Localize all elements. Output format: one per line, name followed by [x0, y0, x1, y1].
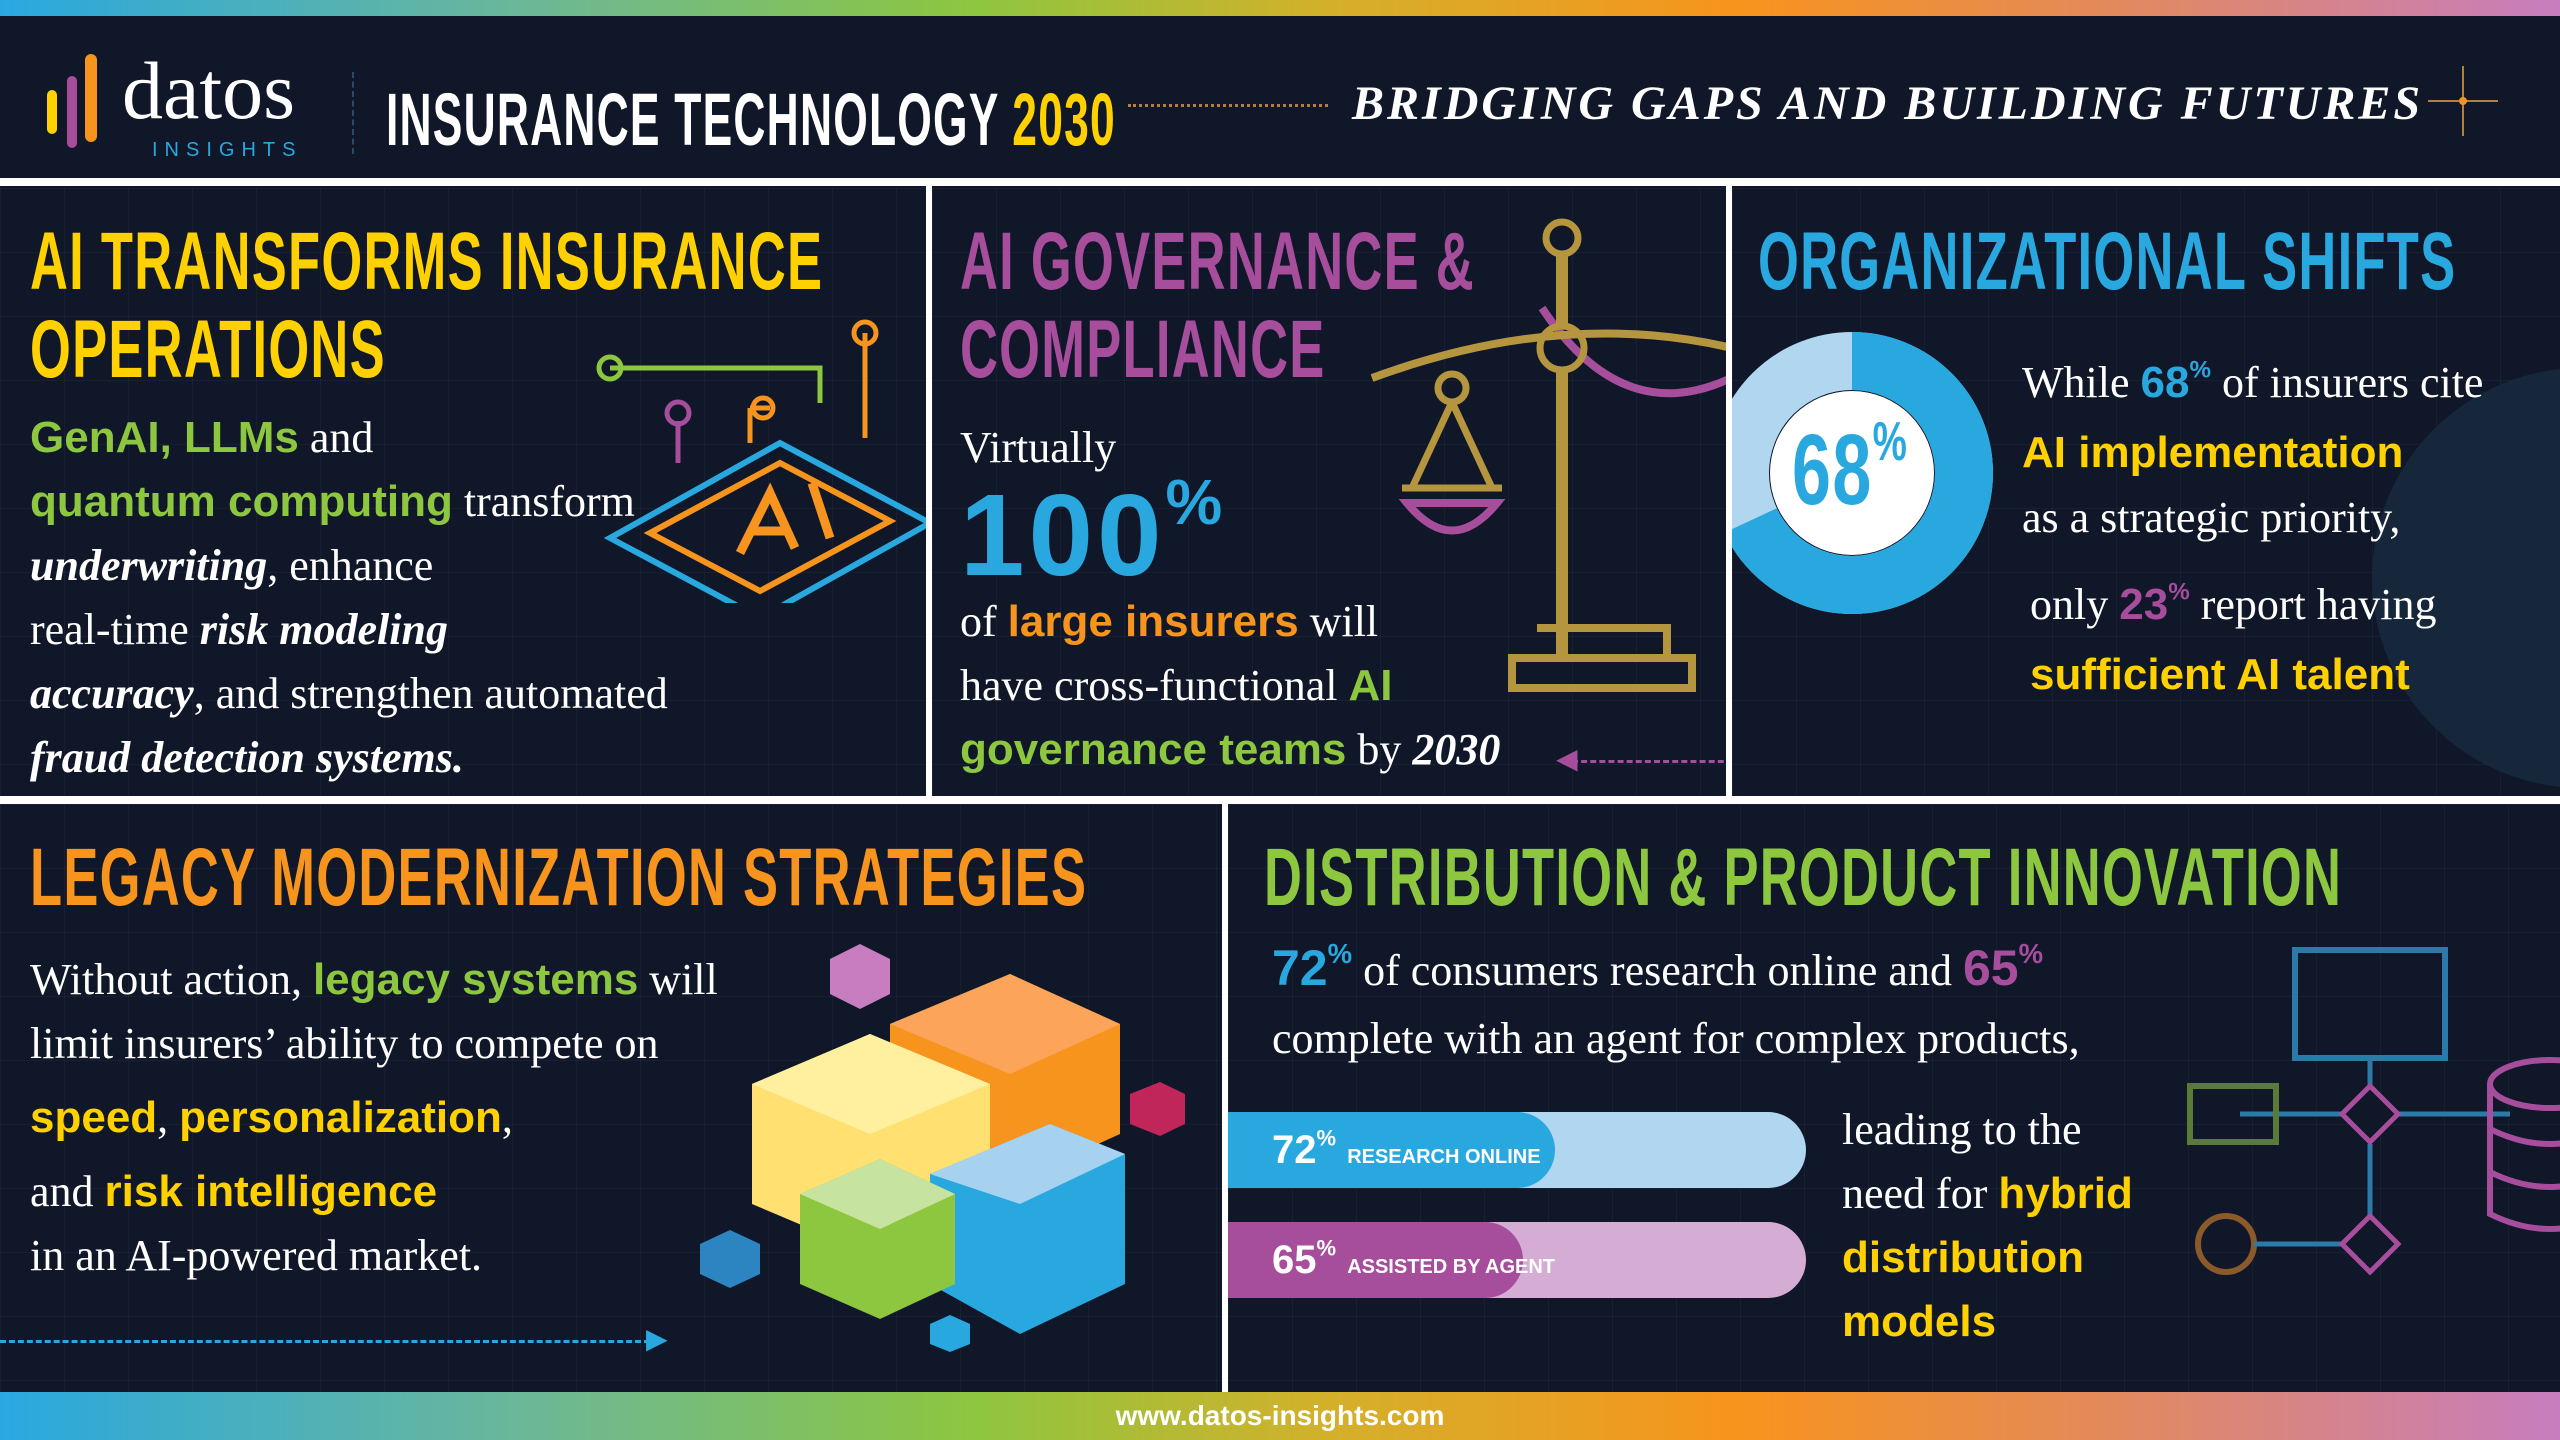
donut-value-arc — [1732, 332, 1993, 614]
panel-title: AI TRANSFORMS INSURANCE OPERATIONS — [30, 216, 824, 395]
datos-logo-icon — [47, 54, 97, 148]
progress-bar-label: 72% RESEARCH ONLINE — [1272, 1125, 1541, 1172]
flowchart-icon — [2187, 947, 2560, 1276]
donut-chart — [1732, 332, 1993, 614]
header-divider — [352, 72, 354, 154]
divider — [926, 186, 932, 798]
panel-body: Virtually 100% of large insurers will ha… — [960, 423, 1501, 774]
panel-title: ORGANIZATIONAL SHIFTS — [1758, 216, 2457, 307]
arrow-head-icon: ▶ — [646, 1324, 668, 1355]
panel-distribution-innovation: DISTRIBUTION & PRODUCT INNOVATION 72% of… — [1228, 804, 2560, 1392]
panel-body: Without action, legacy systems will limi… — [30, 955, 718, 1280]
logo-subtitle: INSIGHTS — [152, 139, 303, 161]
logo-wordmark: datos — [122, 45, 296, 136]
panel-conclusion: leading to the need for hybrid distribut… — [1842, 1105, 2133, 1346]
panel-title: AI GOVERNANCE & COMPLIANCE — [960, 216, 1475, 395]
panel-legacy-modernization: LEGACY MODERNIZATION STRATEGIES Without … — [0, 804, 1222, 1392]
progress-bar-track: 72% RESEARCH ONLINE — [1228, 1112, 1806, 1188]
panel-title: LEGACY MODERNIZATION STRATEGIES — [30, 832, 1088, 923]
header-title: INSURANCE TECHNOLOGY 2030 — [386, 78, 1116, 161]
header-dotted-line — [1128, 104, 1328, 107]
divider — [0, 178, 2560, 186]
panel-intro: 72% of consumers research online and 65%… — [1272, 938, 2080, 1063]
progress-bar-track: 65% ASSISTED BY AGENT — [1228, 1222, 1806, 1298]
crosshair-icon — [2428, 66, 2498, 136]
top-gradient-bar — [0, 0, 2560, 16]
divider — [1222, 800, 1228, 1392]
footer-url[interactable]: www.datos-insights.com — [1115, 1400, 1445, 1431]
divider — [0, 796, 2560, 804]
ai-chip-icon — [596, 319, 926, 603]
panel-ai-governance: AI GOVERNANCE & COMPLIANCE Virtually 100%… — [932, 188, 1726, 796]
divider — [1726, 186, 1732, 798]
progress-bar-fill — [1228, 1222, 1524, 1298]
panel-ai-transforms: AI TRANSFORMS INSURANCE OPERATIONS GenAI,… — [0, 188, 926, 796]
dashed-arrow — [0, 1340, 650, 1343]
panel-body: GenAI, LLMs and quantum computing transf… — [30, 413, 668, 782]
panel-organizational-shifts: ORGANIZATIONAL SHIFTS 68% While 68% of i… — [1732, 188, 2560, 796]
arrow-head-icon: ◀ — [1556, 744, 1578, 775]
cubes-illustration — [700, 944, 1185, 1352]
progress-bar-fill — [1228, 1112, 1555, 1188]
dashed-arrow — [1572, 760, 1726, 763]
header-tagline: BRIDGING GAPS AND BUILDING FUTURES — [1352, 77, 2424, 130]
header: datos INSIGHTS INSURANCE TECHNOLOGY 2030… — [0, 16, 2560, 178]
panel-body: While 68% of insurers cite AI implementa… — [2022, 356, 2484, 699]
panel-title: DISTRIBUTION & PRODUCT INNOVATION — [1264, 832, 2343, 923]
scales-of-justice-icon — [1370, 218, 1726, 692]
progress-bar-label: 65% ASSISTED BY AGENT — [1272, 1235, 1555, 1282]
donut-label: 68% — [1792, 410, 1909, 526]
footer-bar — [0, 1392, 2560, 1440]
